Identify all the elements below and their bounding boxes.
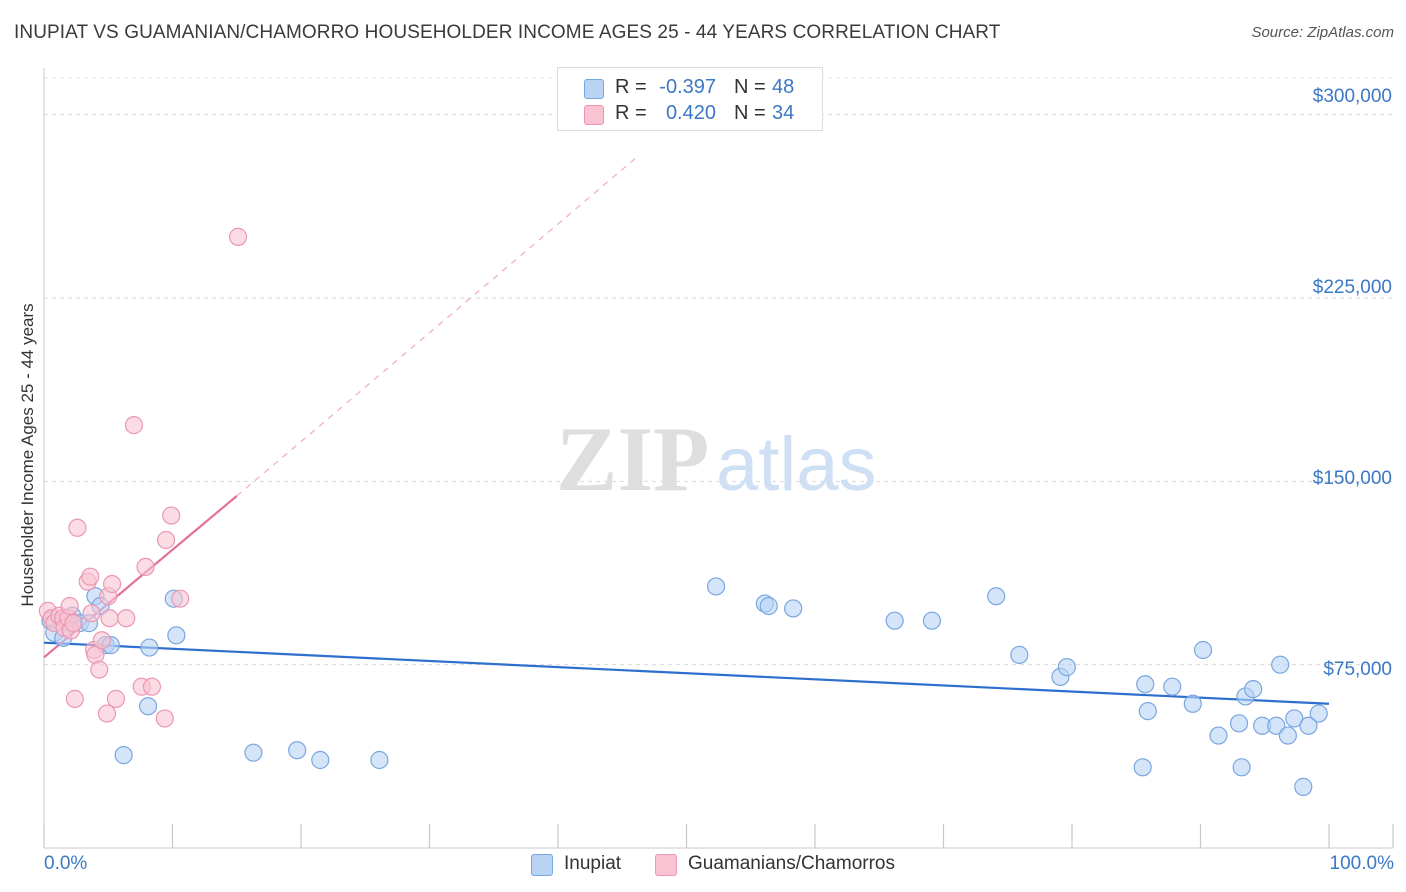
- r-label: R =: [615, 102, 647, 124]
- stats-row-inupiat: R = -0.397 N = 48: [558, 76, 822, 102]
- inupiat-point: [706, 577, 726, 596]
- inupiat-point: [1278, 726, 1297, 745]
- inupiat-point: [311, 750, 330, 770]
- inupiat-point: [1193, 640, 1213, 660]
- guamanian-point: [90, 660, 109, 679]
- inupiat-point: [140, 638, 159, 657]
- source-label: Source: ZipAtlas.com: [1251, 24, 1394, 41]
- guamanian-point: [64, 614, 83, 633]
- guamanian-point: [117, 609, 136, 628]
- inupiat-point: [138, 697, 158, 716]
- gridlines: [44, 77, 1393, 666]
- guamanian-point: [156, 530, 176, 550]
- guamanian-point: [228, 227, 248, 246]
- inupiat-point: [114, 746, 133, 765]
- y-tick-label: $225,000: [1312, 277, 1392, 298]
- inupiat-point: [1138, 702, 1157, 721]
- inupiat-point: [1136, 675, 1155, 694]
- stats-row-guamanians: R = 0.420 N = 34: [558, 102, 822, 128]
- watermark-atlas: atlas: [716, 422, 877, 507]
- inupiat-point: [1232, 758, 1251, 777]
- guamanian-point: [124, 416, 144, 435]
- r-label: R =: [615, 76, 647, 98]
- inupiat-trend-line: [43, 641, 1330, 705]
- guamanian-point: [162, 506, 181, 525]
- guam-swatch: [584, 105, 604, 125]
- guamanian-point: [82, 604, 101, 623]
- inupiat-point: [1267, 716, 1286, 735]
- x-tick-label-max: 100.0%: [1329, 853, 1394, 874]
- inupiat-point: [922, 611, 942, 630]
- inupiat-point: [1010, 645, 1029, 664]
- inupiat-point: [1163, 677, 1182, 696]
- inupiat-point: [1229, 714, 1249, 733]
- inupiat-point: [784, 599, 803, 618]
- guamanian-point: [171, 589, 190, 608]
- inupiat-point: [987, 587, 1006, 606]
- guamanian-point: [60, 596, 79, 616]
- guamanian-point: [92, 631, 111, 650]
- inupiat-point: [167, 626, 186, 645]
- guamanian-trend-extension: [236, 158, 636, 497]
- inupiat-point: [1309, 704, 1328, 723]
- guamanian-point: [103, 574, 122, 594]
- n-value: 48: [772, 76, 795, 98]
- guamanian-point: [142, 677, 162, 696]
- data-points: [38, 227, 1328, 796]
- guamanian-point: [106, 689, 126, 708]
- inupiat-point: [1294, 777, 1313, 796]
- y-tick-label: $75,000: [1323, 659, 1392, 680]
- n-value: 34: [772, 102, 795, 124]
- inupiat-point: [1057, 658, 1076, 677]
- inupiat-point: [1209, 726, 1228, 745]
- legend-label: Guamanians/Chamorros: [688, 853, 895, 874]
- inupiat-point: [1285, 709, 1304, 728]
- guamanian-point: [65, 689, 84, 708]
- guamanian-point: [68, 518, 87, 537]
- inupiat-point: [1271, 655, 1290, 674]
- stats-box: R = -0.397 N = 48 R = 0.420 N = 34: [557, 67, 823, 131]
- x-tick-label-min: 0.0%: [44, 853, 88, 874]
- watermark: ZIP atlas: [556, 408, 877, 510]
- inupiat-point: [288, 741, 307, 760]
- n-label: N =: [734, 102, 766, 124]
- guamanian-point: [155, 709, 174, 728]
- legend-swatch-guamanians: [655, 854, 677, 876]
- inupiat-swatch: [584, 79, 604, 99]
- inupiat-point: [1133, 758, 1152, 777]
- legend-swatch-inupiat: [531, 854, 553, 876]
- inupiat-point: [1183, 694, 1202, 713]
- guamanian-point: [97, 704, 117, 723]
- r-value: 0.420: [665, 102, 716, 124]
- inupiat-point: [759, 596, 778, 616]
- inupiat-point: [244, 743, 263, 762]
- guamanian-point: [100, 609, 119, 628]
- chart-title: INUPIAT VS GUAMANIAN/CHAMORRO HOUSEHOLDE…: [14, 22, 1001, 43]
- n-label: N =: [734, 76, 766, 98]
- legend-label: Inupiat: [564, 853, 622, 874]
- y-axis-label: Householder Income Ages 25 - 44 years: [18, 303, 37, 607]
- inupiat-point: [885, 611, 904, 630]
- guamanian-point: [81, 567, 100, 586]
- watermark-zip: ZIP: [556, 408, 709, 510]
- axes: [43, 68, 1394, 849]
- inupiat-point: [370, 750, 389, 770]
- r-value: -0.397: [659, 76, 716, 98]
- y-tick-label: $150,000: [1312, 468, 1392, 489]
- inupiat-point: [1244, 680, 1263, 699]
- y-tick-label: $300,000: [1312, 86, 1392, 107]
- guamanian-point: [136, 557, 155, 576]
- inupiat-point: [1299, 716, 1318, 735]
